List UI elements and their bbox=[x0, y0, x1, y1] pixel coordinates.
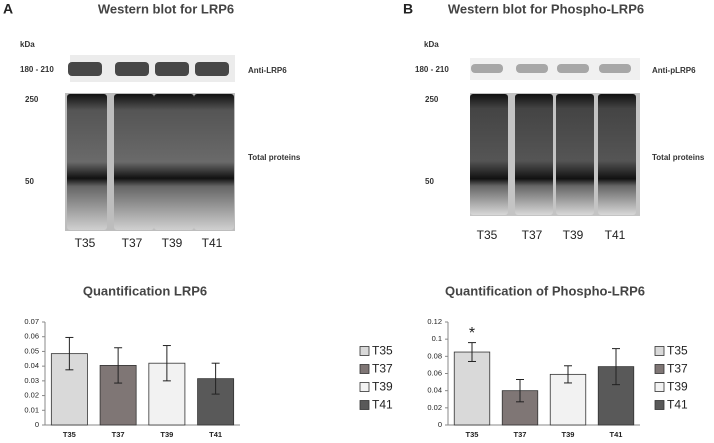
legend-label: T39 bbox=[372, 380, 393, 394]
y-tick-label: 0.1 bbox=[432, 334, 442, 343]
gel-lane bbox=[67, 94, 107, 230]
legend-label: T37 bbox=[372, 362, 393, 376]
marker: 250 bbox=[425, 95, 439, 104]
y-tick-label: 0.08 bbox=[427, 351, 442, 360]
marker: 50 bbox=[425, 177, 434, 186]
blot-band bbox=[471, 64, 503, 73]
total-label: Total proteins bbox=[248, 153, 301, 162]
y-tick-label: 0.06 bbox=[24, 332, 39, 341]
blot-band bbox=[599, 64, 631, 73]
lane-label: T41 bbox=[605, 228, 626, 242]
y-tick-label: 0.02 bbox=[427, 403, 442, 412]
legend-swatch bbox=[654, 400, 665, 410]
gel-lane bbox=[114, 94, 154, 230]
legend-swatch bbox=[654, 382, 665, 392]
unit: kDa bbox=[424, 40, 439, 49]
annotation: * bbox=[469, 325, 475, 342]
lane-label: T35 bbox=[477, 228, 498, 242]
y-tick-label: 0.04 bbox=[24, 361, 39, 370]
marker: 180 - 210 bbox=[415, 65, 449, 74]
antibody: Anti-pLRP6 bbox=[652, 66, 696, 75]
blot-title: Western blot for LRP6 bbox=[98, 1, 234, 16]
blot-title: Western blot for Phospho-LRP6 bbox=[448, 1, 644, 16]
panel-label: A bbox=[3, 1, 13, 17]
x-tick-label: T35 bbox=[466, 430, 479, 439]
marker: 180 - 210 bbox=[20, 65, 54, 74]
x-tick-label: T41 bbox=[209, 430, 222, 439]
marker: 250 bbox=[25, 95, 39, 104]
unit: kDa bbox=[20, 40, 35, 49]
lane-label: T37 bbox=[122, 236, 143, 250]
y-tick-label: 0.12 bbox=[427, 317, 442, 326]
lane-label: T39 bbox=[162, 236, 183, 250]
legend-label: T41 bbox=[372, 398, 393, 412]
y-tick-label: 0.01 bbox=[24, 405, 39, 414]
panel-label: B bbox=[403, 1, 413, 17]
lane-label: T35 bbox=[75, 236, 96, 250]
legend-label: T37 bbox=[667, 362, 688, 376]
legend-swatch bbox=[359, 346, 370, 356]
y-tick-label: 0.07 bbox=[24, 317, 39, 326]
bar bbox=[549, 373, 587, 426]
gel-lane bbox=[515, 94, 553, 215]
antibody: Anti-LRP6 bbox=[248, 66, 287, 75]
legend-swatch bbox=[359, 400, 370, 410]
gel-lane bbox=[194, 94, 234, 230]
x-tick-label: T39 bbox=[160, 430, 173, 439]
lane-label: T41 bbox=[202, 236, 223, 250]
chart-title: Quantification of Phospho-LRP6 bbox=[445, 283, 645, 298]
x-tick-label: T35 bbox=[63, 430, 76, 439]
legend-swatch bbox=[359, 382, 370, 392]
y-tick-label: 0 bbox=[438, 420, 442, 429]
chart-title: Quantification LRP6 bbox=[83, 283, 207, 298]
legend-swatch bbox=[654, 364, 665, 374]
y-tick-label: 0.05 bbox=[24, 346, 39, 355]
blot-strip bbox=[470, 58, 640, 80]
x-tick-label: T39 bbox=[562, 430, 575, 439]
y-tick-label: 0.02 bbox=[24, 391, 39, 400]
total-label: Total proteins bbox=[652, 153, 705, 162]
legend-swatch bbox=[359, 364, 370, 374]
legend-label: T35 bbox=[667, 344, 688, 358]
x-tick-label: T37 bbox=[112, 430, 125, 439]
blot-band bbox=[68, 62, 102, 76]
gel-lane bbox=[470, 94, 508, 215]
x-tick-label: T41 bbox=[610, 430, 623, 439]
blot-band bbox=[115, 62, 149, 76]
legend-swatch bbox=[654, 346, 665, 356]
legend-label: T35 bbox=[372, 344, 393, 358]
blot-band bbox=[195, 62, 229, 76]
blot-band bbox=[557, 64, 589, 73]
lane-label: T39 bbox=[563, 228, 584, 242]
blot-band bbox=[155, 62, 189, 76]
gel-lane bbox=[598, 94, 636, 215]
gel-lane bbox=[154, 94, 194, 230]
lane-label: T37 bbox=[522, 228, 543, 242]
blot-band bbox=[516, 64, 548, 73]
y-tick-label: 0.06 bbox=[427, 368, 442, 377]
legend-label: T41 bbox=[667, 398, 688, 412]
y-tick-label: 0.04 bbox=[427, 386, 442, 395]
y-tick-label: 0.03 bbox=[24, 376, 39, 385]
y-tick-label: 0 bbox=[35, 420, 39, 429]
gel-lane bbox=[556, 94, 594, 215]
legend-label: T39 bbox=[667, 380, 688, 394]
bar bbox=[453, 351, 491, 426]
x-tick-label: T37 bbox=[514, 430, 527, 439]
marker: 50 bbox=[25, 177, 34, 186]
